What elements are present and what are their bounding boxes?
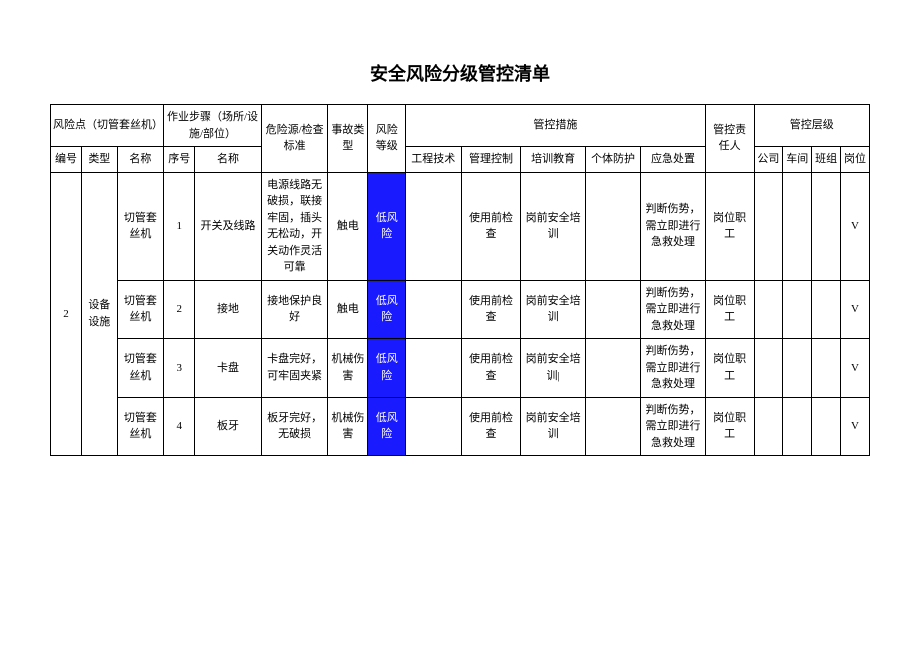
cell-train: 岗前安全培训 — [521, 280, 585, 339]
hdr-accident: 事故类型 — [328, 105, 368, 173]
hdr-team: 班组 — [812, 147, 841, 173]
cell-post: V — [841, 172, 870, 280]
cell-hazard: 板牙完好，无破损 — [261, 397, 328, 456]
cell-name: 切管套丝机 — [117, 397, 164, 456]
cell-type: 设备设施 — [82, 172, 118, 456]
table-row: 2设备设施切管套丝机1开关及线路电源线路无破损，联接牢固，插头无松动，开关动作灵… — [51, 172, 870, 280]
cell-resp: 岗位职工 — [705, 397, 754, 456]
cell-name: 切管套丝机 — [117, 339, 164, 398]
cell-team — [812, 172, 841, 280]
cell-post: V — [841, 280, 870, 339]
cell-train: 岗前安全培训 — [521, 172, 585, 280]
cell-workshop — [783, 172, 812, 280]
cell-train: 岗前安全培训 — [521, 397, 585, 456]
hdr-type: 类型 — [82, 147, 118, 173]
hdr-eng: 工程技术 — [406, 147, 461, 173]
hdr-company: 公司 — [754, 147, 783, 173]
cell-ppe — [585, 397, 640, 456]
cell-ppe — [585, 172, 640, 280]
cell-hazard: 卡盘完好，可牢固夹紧 — [261, 339, 328, 398]
cell-name: 切管套丝机 — [117, 172, 164, 280]
cell-accident: 机械伤害 — [328, 397, 368, 456]
hdr-risk-level: 风险等级 — [368, 105, 406, 173]
hdr-seq: 序号 — [164, 147, 195, 173]
cell-post: V — [841, 397, 870, 456]
cell-seq: 2 — [164, 280, 195, 339]
risk-control-table: 风险点（切管套丝机） 作业步骤（场所/设施/部位） 危险源/检查标准 事故类型 … — [50, 104, 870, 456]
cell-resp: 岗位职工 — [705, 172, 754, 280]
cell-hazard: 电源线路无破损，联接牢固，插头无松动，开关动作灵活可靠 — [261, 172, 328, 280]
hdr-workshop: 车间 — [783, 147, 812, 173]
cell-accident: 机械伤害 — [328, 339, 368, 398]
hdr-step-name: 名称 — [195, 147, 262, 173]
cell-emerg: 判断伤势，需立即进行急救处理 — [641, 280, 705, 339]
cell-emerg: 判断伤势，需立即进行急救处理 — [641, 339, 705, 398]
cell-team — [812, 397, 841, 456]
cell-step: 板牙 — [195, 397, 262, 456]
cell-num: 2 — [51, 172, 82, 456]
hdr-emerg: 应急处置 — [641, 147, 705, 173]
cell-workshop — [783, 339, 812, 398]
hdr-measures: 管控措施 — [406, 105, 706, 147]
cell-ppe — [585, 339, 640, 398]
cell-train: 岗前安全培训| — [521, 339, 585, 398]
cell-company — [754, 172, 783, 280]
cell-step: 卡盘 — [195, 339, 262, 398]
hdr-risk-point: 风险点（切管套丝机） — [51, 105, 164, 147]
cell-eng — [406, 172, 461, 280]
cell-ppe — [585, 280, 640, 339]
hdr-ctrl-level: 管控层级 — [754, 105, 870, 147]
table-row: 切管套丝机2接地接地保护良好触电低风险 使用前检查岗前安全培训判断伤势，需立即进行… — [51, 280, 870, 339]
cell-workshop — [783, 397, 812, 456]
cell-seq: 4 — [164, 397, 195, 456]
cell-mgmt: 使用前检查 — [461, 280, 521, 339]
hdr-responsible: 管控责任人 — [705, 105, 754, 173]
cell-name: 切管套丝机 — [117, 280, 164, 339]
cell-seq: 1 — [164, 172, 195, 280]
cell-company — [754, 339, 783, 398]
cell-team — [812, 339, 841, 398]
cell-eng — [406, 397, 461, 456]
cell-post: V — [841, 339, 870, 398]
hdr-train: 培训教育 — [521, 147, 585, 173]
cell-step: 接地 — [195, 280, 262, 339]
cell-accident: 触电 — [328, 280, 368, 339]
cell-seq: 3 — [164, 339, 195, 398]
cell-mgmt: 使用前检查 — [461, 339, 521, 398]
cell-eng — [406, 339, 461, 398]
hdr-hazard: 危险源/检查标准 — [261, 105, 328, 173]
hdr-post: 岗位 — [841, 147, 870, 173]
cell-team — [812, 280, 841, 339]
cell-resp: 岗位职工 — [705, 339, 754, 398]
table-row: 切管套丝机4板牙板牙完好，无破损机械伤害低风险 使用前检查岗前安全培训判断伤势，需… — [51, 397, 870, 456]
page-title: 安全风险分级管控清单 — [50, 60, 870, 86]
hdr-ppe: 个体防护 — [585, 147, 640, 173]
cell-mgmt: 使用前检查 — [461, 397, 521, 456]
cell-mgmt: 使用前检查 — [461, 172, 521, 280]
table-row: 切管套丝机3卡盘卡盘完好，可牢固夹紧机械伤害低风险 使用前检查岗前安全培训| 判断伤… — [51, 339, 870, 398]
cell-risk: 低风险 — [368, 280, 406, 339]
cell-resp: 岗位职工 — [705, 280, 754, 339]
cell-risk: 低风险 — [368, 172, 406, 280]
hdr-name: 名称 — [117, 147, 164, 173]
hdr-mgmt: 管理控制 — [461, 147, 521, 173]
hdr-num: 编号 — [51, 147, 82, 173]
hdr-steps: 作业步骤（场所/设施/部位） — [164, 105, 262, 147]
cell-company — [754, 397, 783, 456]
cell-emerg: 判断伤势，需立即进行急救处理 — [641, 397, 705, 456]
cell-risk: 低风险 — [368, 339, 406, 398]
cell-step: 开关及线路 — [195, 172, 262, 280]
cell-eng — [406, 280, 461, 339]
cell-emerg: 判断伤势，需立即进行急救处理 — [641, 172, 705, 280]
cell-accident: 触电 — [328, 172, 368, 280]
cell-hazard: 接地保护良好 — [261, 280, 328, 339]
cell-risk: 低风险 — [368, 397, 406, 456]
cell-company — [754, 280, 783, 339]
cell-workshop — [783, 280, 812, 339]
